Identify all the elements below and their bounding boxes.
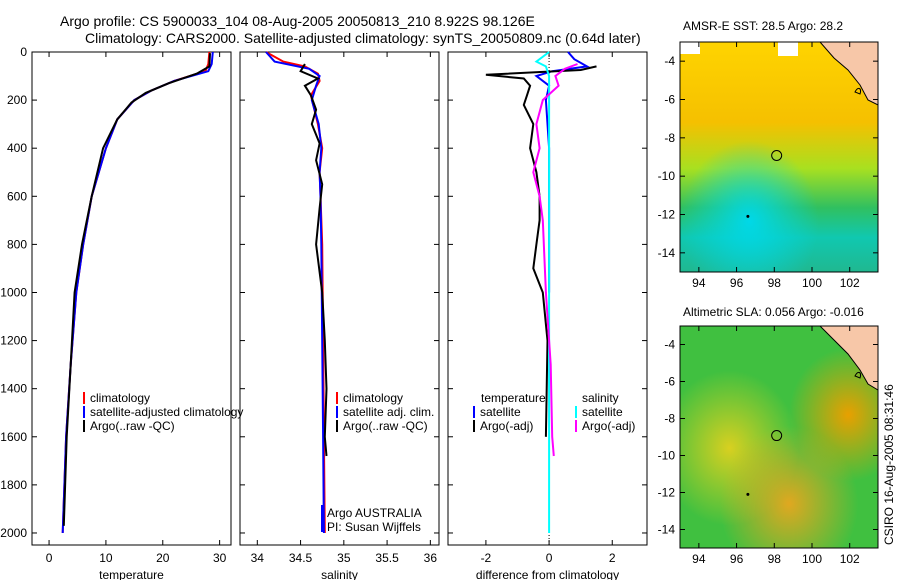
- x-tick-label: 20: [156, 551, 170, 565]
- header-line2: Climatology: CARS2000. Satellite-adjuste…: [85, 30, 641, 46]
- legend-entry: satellite: [582, 405, 623, 419]
- argo-track-point: [746, 214, 750, 218]
- x-tick-label: 102: [840, 552, 860, 566]
- y-tick-label: -10: [658, 169, 676, 183]
- x-axis-label: difference from climatology: [476, 568, 619, 580]
- legend-title: salinity: [582, 391, 619, 405]
- pi-annotation: PI: Susan Wijffels: [327, 520, 421, 534]
- sla-map-axes: 94 96 98 100 102 -4 -6 -8 -10 -12 -14: [658, 325, 879, 566]
- map-frame: [679, 41, 879, 273]
- y-tick-label: -14: [658, 246, 676, 260]
- temperature-panel: 0 10 20 30 0 200 400 600 800 1000 1200 1400 1600 1800…: [0, 45, 243, 580]
- header-line1: Argo profile: CS 5900033_104 08-Aug-2005…: [60, 13, 535, 29]
- legend-entry: climatology: [90, 391, 150, 405]
- x-tick-label: 0: [546, 551, 553, 565]
- sla-warm-patch: [680, 326, 878, 548]
- x-tick-label: 100: [802, 552, 822, 566]
- x-tick-label: 96: [730, 276, 744, 290]
- island-outline: [854, 371, 861, 379]
- x-tick-label: -2: [481, 551, 492, 565]
- y-tick-label: 600: [7, 189, 27, 203]
- y-tick-label: 800: [7, 237, 27, 251]
- series-line: [61, 51, 214, 534]
- y-tick-label: -12: [658, 208, 676, 222]
- y-tick-label: -10: [658, 449, 676, 463]
- argo-track-point: [746, 492, 750, 496]
- sst-map: AMSR-E SST: 28.5 Argo: 28.2 94 96 98 100 102…: [658, 19, 879, 290]
- series-line: [62, 53, 211, 526]
- y-tick-label: -8: [664, 131, 675, 145]
- salinity-panel: 34 34.5 35 35.5 36 salinity climatologysatelli…: [239, 51, 440, 580]
- series-line: [61, 51, 211, 534]
- x-tick-label: 0: [46, 551, 53, 565]
- sst-cool-patch: [680, 42, 878, 272]
- y-tick-label: 2000: [0, 526, 27, 540]
- x-tick-label: 98: [768, 276, 782, 290]
- x-axis-label: salinity: [321, 568, 358, 580]
- island-outline: [854, 87, 861, 95]
- y-tick-label: -4: [664, 338, 675, 352]
- legend-entry: satellite-adjusted climatology: [90, 405, 243, 419]
- y-tick-label: 1600: [0, 430, 27, 444]
- y-tick-label: 0: [20, 45, 27, 59]
- y-tick-label: 200: [7, 93, 27, 107]
- plot-frame: [239, 51, 440, 546]
- x-tick-label: 96: [730, 552, 744, 566]
- x-tick-label: 35: [337, 551, 351, 565]
- series-line: [532, 63, 578, 457]
- y-tick-label: -6: [664, 375, 675, 389]
- series-line: [534, 51, 591, 293]
- difference-panel: -2 0 2 difference from climatology temperatu…: [447, 51, 648, 580]
- x-tick-label: 2: [609, 551, 616, 565]
- legend-entry: satellite adj. clim.: [343, 405, 434, 419]
- argo-annotation: Argo AUSTRALIA: [327, 506, 422, 520]
- y-tick-label: 1400: [0, 382, 27, 396]
- legend-entry: Argo(-adj): [582, 419, 635, 433]
- x-tick-label: 34.5: [289, 551, 313, 565]
- y-tick-label: -6: [664, 93, 675, 107]
- x-tick-label: 94: [692, 552, 706, 566]
- legend-entry: Argo(..raw -QC): [343, 419, 428, 433]
- legend-entry: Argo(-adj): [480, 419, 533, 433]
- series-line: [485, 65, 597, 437]
- legend-entry: Argo(..raw -QC): [90, 419, 175, 433]
- sla-map-title: Altimetric SLA: 0.056 Argo: -0.016: [683, 305, 864, 319]
- argo-position-marker: [771, 150, 783, 162]
- x-tick-label: 98: [768, 552, 782, 566]
- map-frame: [679, 325, 879, 549]
- sla-map: Altimetric SLA: 0.056 Argo: -0.016 94 96 9…: [658, 305, 879, 566]
- y-tick-label: 1800: [0, 478, 27, 492]
- y-tick-label: -4: [664, 54, 675, 68]
- x-tick-label: 36: [424, 551, 438, 565]
- timestamp-stamp: CSIRO 16-Aug-2005 08:31:46: [882, 384, 896, 545]
- argo-position-marker: [771, 430, 783, 442]
- y-tick-label: -14: [658, 523, 676, 537]
- legend-title: temperature: [481, 391, 546, 405]
- sst-map-title: AMSR-E SST: 28.5 Argo: 28.2: [683, 19, 843, 33]
- x-tick-label: 35.5: [375, 551, 399, 565]
- sst-map-axes: 94 96 98 100 102 -4 -6 -8 -10 -12 -14: [658, 41, 879, 290]
- y-tick-label: 1200: [0, 334, 27, 348]
- series-line: [299, 63, 328, 457]
- x-tick-label: 10: [99, 551, 113, 565]
- plot-frame: [31, 51, 232, 546]
- sst-missing-data: [680, 42, 700, 54]
- x-tick-label: 30: [213, 551, 227, 565]
- x-tick-label: 100: [802, 276, 822, 290]
- x-tick-label: 34: [251, 551, 265, 565]
- legend-entry: climatology: [343, 391, 403, 405]
- series-line: [265, 51, 326, 534]
- x-tick-label: 102: [840, 276, 860, 290]
- y-tick-label: -8: [664, 412, 675, 426]
- y-tick-label: -12: [658, 486, 676, 500]
- x-tick-label: 94: [692, 276, 706, 290]
- legend-entry: satellite: [480, 405, 521, 419]
- sst-missing-data: [778, 42, 798, 56]
- y-tick-label: 1000: [0, 285, 27, 299]
- series-line: [265, 51, 325, 534]
- x-axis-label: temperature: [99, 568, 164, 580]
- y-tick-label: 400: [7, 141, 27, 155]
